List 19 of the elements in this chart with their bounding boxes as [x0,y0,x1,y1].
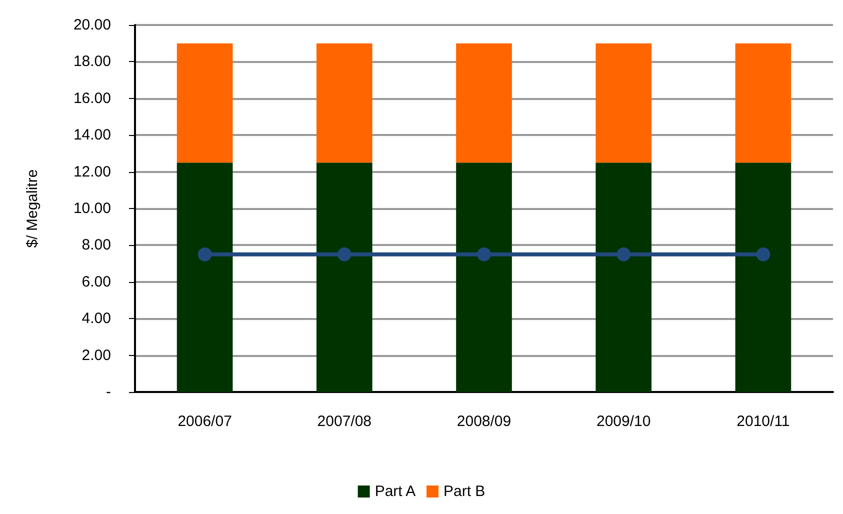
y-tick-label: 10.00 [73,200,111,217]
y-tick-label: 12.00 [73,163,111,180]
x-tick-label: 2008/09 [456,413,512,430]
legend-label: Part A [374,483,416,500]
x-tick-label: 2006/07 [178,413,232,430]
y-tick-label: 6.00 [82,273,111,290]
x-tick-label: 2010/11 [736,413,790,430]
y-tick-label: 18.00 [73,53,111,70]
y-tick-label: - [106,384,111,400]
y-tick-label: 8.00 [82,236,111,254]
y-tick-label: 14.00 [73,126,111,144]
y-tick-label: 16.00 [73,90,111,107]
y-tick-label: 2.00 [82,346,111,364]
x-tick-label: 2007/08 [317,413,372,430]
y-tick-label: 20.00 [73,16,111,34]
legend-label: Part B [444,483,486,500]
y-axis-title: $/ Megalitre [24,169,41,248]
x-tick-label: 2009/10 [596,413,651,430]
y-tick-label: 4.00 [82,310,111,328]
